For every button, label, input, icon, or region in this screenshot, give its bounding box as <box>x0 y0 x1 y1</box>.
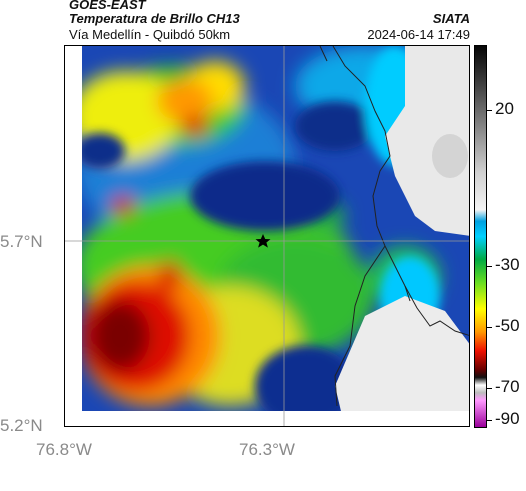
brand-label: SIATA <box>432 11 470 26</box>
colorbar-tick-label: -30 <box>495 255 520 274</box>
colorbar-tick-label: -70 <box>495 377 520 396</box>
lat-label-5-2: 5.2°N <box>0 416 43 435</box>
satellite-title: GOES-EAST <box>69 0 146 12</box>
brightness-temperature-field <box>65 46 469 426</box>
colorbar-tick-label: -50 <box>495 316 520 335</box>
satellite-map[interactable] <box>64 45 470 427</box>
clear-sky-north <box>385 46 469 236</box>
colorbar-tick-label: -90 <box>495 409 520 428</box>
clear-sky-south <box>335 296 469 426</box>
temperature-colorbar <box>474 45 487 428</box>
region-subtitle: Vía Medellín - Quibdó 50km <box>69 27 231 42</box>
lat-label-5-7: 5.7°N <box>0 232 43 251</box>
coastline <box>332 46 469 336</box>
lon-label-76-3: 76.3°W <box>239 440 295 459</box>
colorbar-tick-label: 20 <box>495 99 514 118</box>
product-title: Temperatura de Brillo CH13 <box>69 11 240 26</box>
star-icon[interactable] <box>255 234 271 248</box>
lon-label-76-8: 76.8°W <box>36 440 92 459</box>
border-line <box>334 245 386 407</box>
datetime-label: 2024-06-14 17:49 <box>367 27 470 42</box>
